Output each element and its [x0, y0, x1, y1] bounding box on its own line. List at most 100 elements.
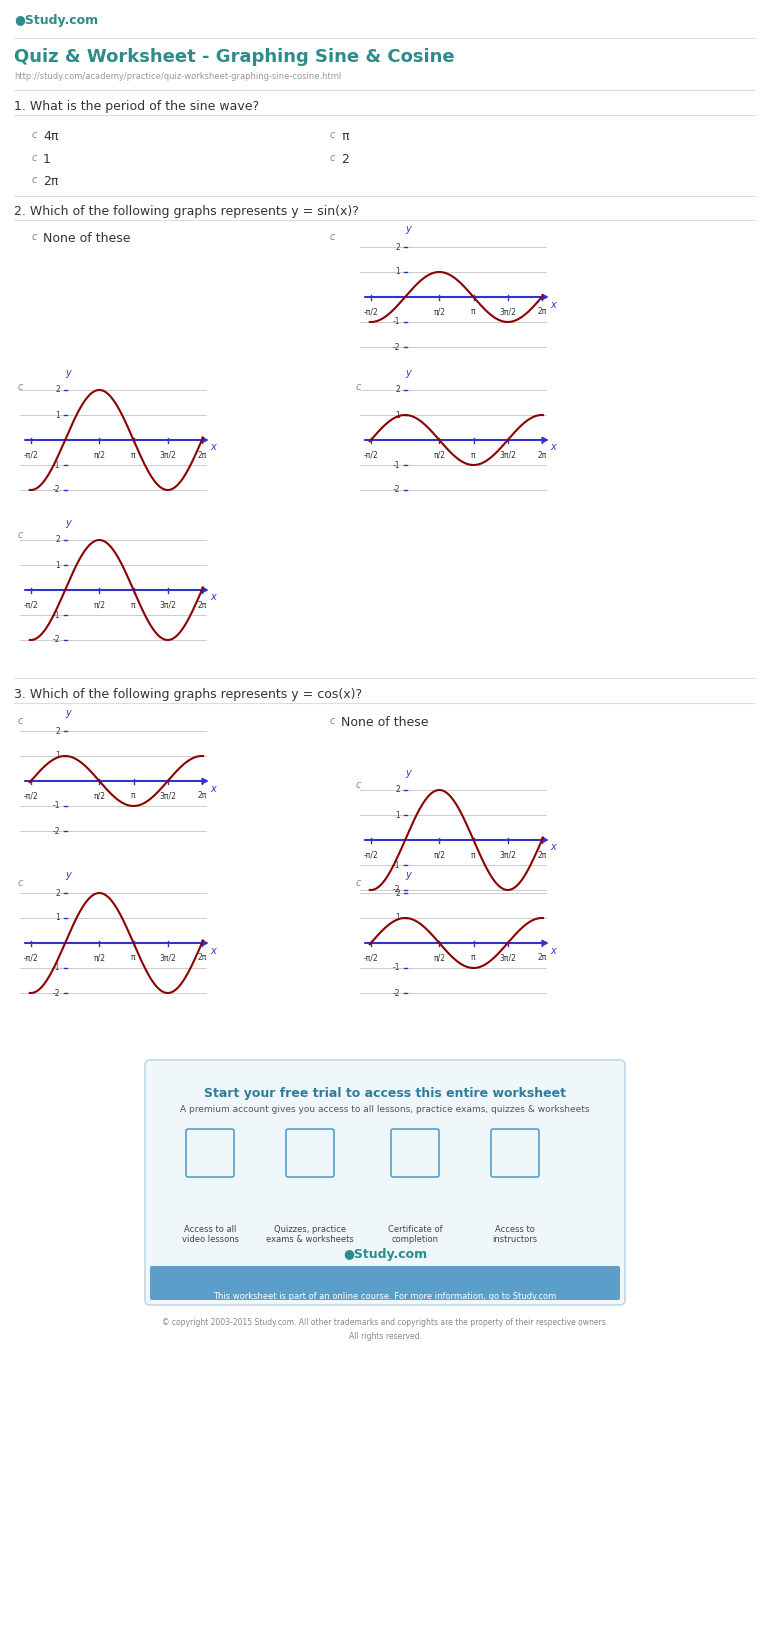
- Text: y: y: [405, 367, 411, 377]
- Text: 2π: 2π: [197, 792, 207, 800]
- Text: 3π/2: 3π/2: [159, 792, 176, 800]
- FancyBboxPatch shape: [186, 1128, 234, 1178]
- Text: π/2: π/2: [93, 954, 105, 962]
- Text: c: c: [18, 716, 23, 726]
- Text: 2π: 2π: [538, 451, 547, 460]
- Text: π/2: π/2: [93, 601, 105, 609]
- Text: -π/2: -π/2: [24, 451, 38, 460]
- Text: 3π/2: 3π/2: [499, 850, 516, 860]
- Text: c: c: [32, 232, 38, 242]
- Text: © copyright 2003-2015 Study.com. All other trademarks and copyrights are the pro: © copyright 2003-2015 Study.com. All oth…: [162, 1318, 608, 1327]
- Text: c: c: [356, 878, 362, 888]
- Text: 3π/2: 3π/2: [499, 451, 516, 460]
- Text: 2: 2: [396, 242, 400, 252]
- Text: y: y: [65, 367, 71, 377]
- Text: c: c: [330, 153, 336, 163]
- Text: http://study.com/academy/practice/quiz-worksheet-graphing-sine-cosine.html: http://study.com/academy/practice/quiz-w…: [14, 72, 341, 81]
- Text: c: c: [18, 878, 23, 888]
- Text: π: π: [131, 451, 136, 460]
- Text: 2: 2: [396, 385, 400, 395]
- Text: -2: -2: [53, 636, 61, 644]
- Text: y: y: [405, 768, 411, 777]
- Text: 2: 2: [55, 888, 61, 898]
- Text: x: x: [550, 300, 556, 310]
- Text: Access to
instructors: Access to instructors: [492, 1225, 538, 1245]
- Text: 2: 2: [396, 786, 400, 794]
- FancyBboxPatch shape: [491, 1128, 539, 1178]
- Text: 1: 1: [396, 267, 400, 277]
- Text: c: c: [32, 130, 38, 140]
- Text: 3. Which of the following graphs represents y = cos(x)?: 3. Which of the following graphs represe…: [14, 688, 362, 702]
- Text: 3π/2: 3π/2: [499, 308, 516, 316]
- Text: x: x: [550, 843, 556, 853]
- Text: Access to all
video lessons: Access to all video lessons: [181, 1225, 239, 1245]
- Text: 2: 2: [55, 385, 61, 395]
- Text: x: x: [210, 443, 216, 453]
- Text: 1. What is the period of the sine wave?: 1. What is the period of the sine wave?: [14, 100, 259, 114]
- Text: x: x: [550, 945, 556, 955]
- Text: π/2: π/2: [433, 451, 445, 460]
- Text: Quizzes, practice
exams & worksheets: Quizzes, practice exams & worksheets: [266, 1225, 354, 1245]
- Text: π/2: π/2: [433, 954, 445, 962]
- Text: y: y: [405, 224, 411, 234]
- Text: 2π: 2π: [538, 954, 547, 962]
- Text: c: c: [18, 382, 23, 392]
- Text: -1: -1: [53, 461, 61, 469]
- Text: 2. Which of the following graphs represents y = sin(x)?: 2. Which of the following graphs represe…: [14, 204, 359, 217]
- Text: π: π: [472, 954, 476, 962]
- Text: π: π: [131, 601, 136, 609]
- Text: c: c: [356, 382, 362, 392]
- Text: x: x: [210, 945, 216, 955]
- Text: 1: 1: [55, 751, 61, 761]
- Text: ●Study.com: ●Study.com: [343, 1248, 427, 1262]
- Text: -2: -2: [392, 343, 400, 351]
- Text: π: π: [341, 130, 349, 143]
- Text: -1: -1: [392, 860, 400, 870]
- Text: y: y: [65, 871, 71, 881]
- Text: x: x: [550, 443, 556, 453]
- Text: 2: 2: [55, 726, 61, 736]
- Text: π/2: π/2: [93, 451, 105, 460]
- Text: π: π: [131, 792, 136, 800]
- Text: -1: -1: [392, 318, 400, 326]
- Text: 2: 2: [341, 153, 349, 166]
- Text: 2π: 2π: [197, 601, 207, 609]
- Text: -π/2: -π/2: [24, 792, 38, 800]
- Text: None of these: None of these: [341, 716, 429, 730]
- Text: -2: -2: [392, 886, 400, 894]
- Text: c: c: [18, 530, 23, 540]
- Text: A premium account gives you access to all lessons, practice exams, quizzes & wor: A premium account gives you access to al…: [180, 1105, 590, 1113]
- Text: -π/2: -π/2: [363, 308, 379, 316]
- Text: -2: -2: [392, 988, 400, 998]
- Text: c: c: [330, 716, 336, 726]
- Text: 1: 1: [43, 153, 51, 166]
- Text: x: x: [210, 593, 216, 603]
- Text: -π/2: -π/2: [363, 850, 379, 860]
- Text: 1: 1: [396, 410, 400, 420]
- Text: 3π/2: 3π/2: [159, 954, 176, 962]
- Text: 2π: 2π: [43, 175, 58, 188]
- Text: 2π: 2π: [197, 954, 207, 962]
- Text: -2: -2: [53, 988, 61, 998]
- Text: 3π/2: 3π/2: [159, 601, 176, 609]
- Text: -2: -2: [53, 827, 61, 835]
- Text: 2π: 2π: [197, 451, 207, 460]
- Text: 1: 1: [396, 810, 400, 820]
- Text: c: c: [330, 130, 336, 140]
- Text: π: π: [472, 451, 476, 460]
- Text: c: c: [32, 175, 38, 184]
- Text: 1: 1: [55, 560, 61, 570]
- Text: π: π: [131, 954, 136, 962]
- FancyBboxPatch shape: [286, 1128, 334, 1178]
- Text: -1: -1: [392, 963, 400, 972]
- Text: -1: -1: [53, 802, 61, 810]
- Text: c: c: [330, 232, 336, 242]
- Text: c: c: [356, 781, 362, 791]
- Text: -2: -2: [392, 486, 400, 494]
- Text: -π/2: -π/2: [24, 954, 38, 962]
- Text: 4π: 4π: [43, 130, 58, 143]
- Text: Certificate of
completion: Certificate of completion: [388, 1225, 442, 1245]
- Text: 3π/2: 3π/2: [499, 954, 516, 962]
- FancyBboxPatch shape: [145, 1061, 625, 1304]
- Text: 2π: 2π: [538, 308, 547, 316]
